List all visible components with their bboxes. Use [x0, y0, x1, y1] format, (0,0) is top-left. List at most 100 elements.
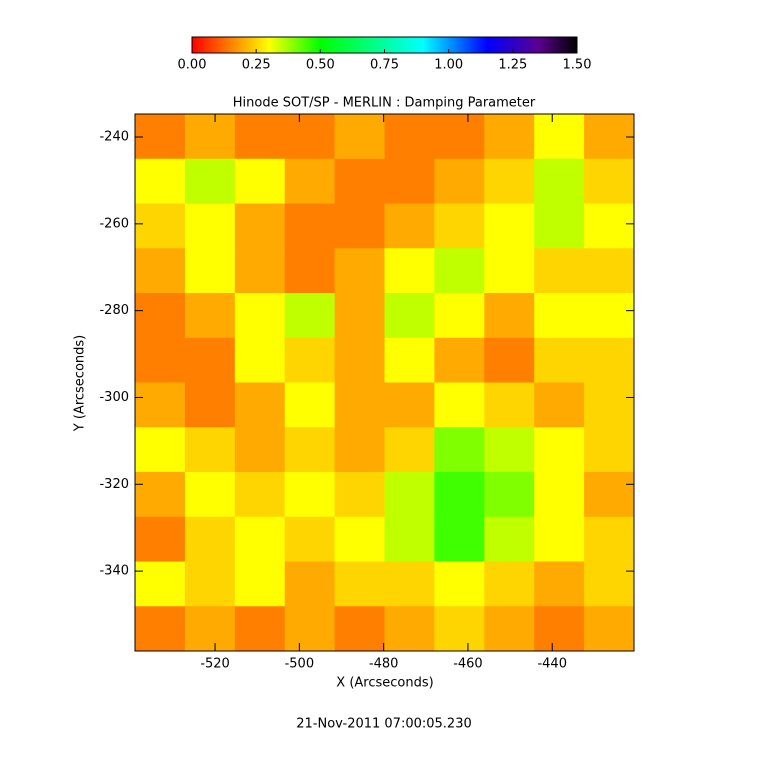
heat-cell: [384, 293, 435, 339]
heat-cell: [234, 606, 286, 652]
heat-cell: [434, 561, 485, 607]
heat-cell: [434, 516, 485, 562]
heat-cell: [484, 337, 535, 383]
heat-cell: [234, 472, 286, 518]
heat-cell: [534, 293, 585, 339]
heat-cell: [384, 114, 435, 160]
x-tick-label: -520: [200, 657, 230, 672]
heat-cell: [334, 158, 385, 204]
heat-cell: [434, 158, 485, 204]
heat-cell: [384, 337, 435, 383]
heat-cell: [334, 293, 385, 339]
colorbar-tick-label: 0.00: [178, 58, 207, 73]
heat-cell: [534, 382, 585, 428]
heat-cell: [434, 472, 485, 518]
heat-cell: [434, 114, 485, 160]
heat-cell: [584, 203, 635, 249]
heat-cell: [334, 606, 385, 652]
colorbar-tick-label: 0.25: [242, 58, 271, 73]
heat-cell: [135, 606, 186, 652]
colorbar-tick-label: 1.25: [498, 58, 527, 73]
heat-cell: [334, 427, 385, 473]
heat-cell: [284, 248, 336, 294]
heat-cell: [584, 382, 635, 428]
x-tick-label: -480: [369, 657, 399, 672]
heat-cell: [384, 427, 435, 473]
heat-cell: [234, 158, 286, 204]
heat-cell: [184, 606, 236, 652]
heat-cell: [484, 158, 535, 204]
heat-cell: [584, 472, 635, 518]
chart-title: Hinode SOT/SP - MERLIN : Damping Paramet…: [233, 96, 536, 111]
heat-cell: [334, 203, 385, 249]
heat-cell: [284, 561, 336, 607]
heat-cell: [584, 427, 635, 473]
heat-cell: [184, 248, 236, 294]
heat-cell: [284, 158, 336, 204]
heat-cell: [484, 293, 535, 339]
heat-cell: [484, 114, 535, 160]
heat-cell: [135, 382, 186, 428]
heat-cell: [135, 337, 186, 383]
heat-cell: [135, 472, 186, 518]
heat-cell: [135, 293, 186, 339]
heat-cell: [284, 114, 336, 160]
heat-cell: [284, 472, 336, 518]
heat-cell: [434, 606, 485, 652]
y-tick-label: -260: [99, 216, 129, 231]
y-tick-label: -300: [99, 390, 129, 405]
heat-cell: [234, 203, 286, 249]
heat-cell: [184, 382, 236, 428]
heat-cell: [135, 248, 186, 294]
heat-cell: [234, 561, 286, 607]
heat-cell: [584, 158, 635, 204]
heat-cell: [584, 293, 635, 339]
heat-cell: [234, 516, 286, 562]
heat-cell: [334, 472, 385, 518]
heat-cell: [135, 158, 186, 204]
heat-cell: [184, 561, 236, 607]
heat-cell: [484, 248, 535, 294]
heat-cell: [334, 516, 385, 562]
heat-cell: [284, 606, 336, 652]
heat-cell: [584, 248, 635, 294]
heat-cell: [584, 516, 635, 562]
heat-cell: [484, 427, 535, 473]
heat-cell: [534, 427, 585, 473]
footer-date: 21-Nov-2011 07:00:05.230: [296, 717, 472, 732]
heat-cell: [284, 203, 336, 249]
heat-cell: [434, 337, 485, 383]
heat-cell: [284, 516, 336, 562]
heat-cell: [484, 606, 535, 652]
heat-cell: [184, 158, 236, 204]
y-tick-label: -340: [99, 564, 129, 579]
heat-cell: [334, 248, 385, 294]
heat-cell: [284, 427, 336, 473]
heat-cell: [384, 382, 435, 428]
heat-cell: [534, 606, 585, 652]
heat-cell: [484, 203, 535, 249]
heat-cell: [434, 382, 485, 428]
heat-cell: [234, 248, 286, 294]
heat-cell: [184, 427, 236, 473]
heat-cell: [184, 203, 236, 249]
heat-cell: [384, 203, 435, 249]
heat-cell: [334, 382, 385, 428]
heat-cell: [135, 427, 186, 473]
heat-cell: [135, 516, 186, 562]
heat-cell: [384, 248, 435, 294]
x-axis-label: X (Arcseconds): [336, 676, 433, 691]
y-axis-label: Y (Arcseconds): [73, 335, 88, 432]
heat-cell: [384, 158, 435, 204]
heat-cell: [584, 606, 635, 652]
heat-cell: [334, 561, 385, 607]
heat-cell: [534, 248, 585, 294]
colorbar-tick-label: 1.50: [563, 58, 592, 73]
y-tick-label: -240: [99, 130, 129, 145]
heat-cell: [534, 516, 585, 562]
heat-cell: [184, 516, 236, 562]
heat-cell: [184, 114, 236, 160]
heat-cell: [534, 337, 585, 383]
heat-cell: [135, 561, 186, 607]
